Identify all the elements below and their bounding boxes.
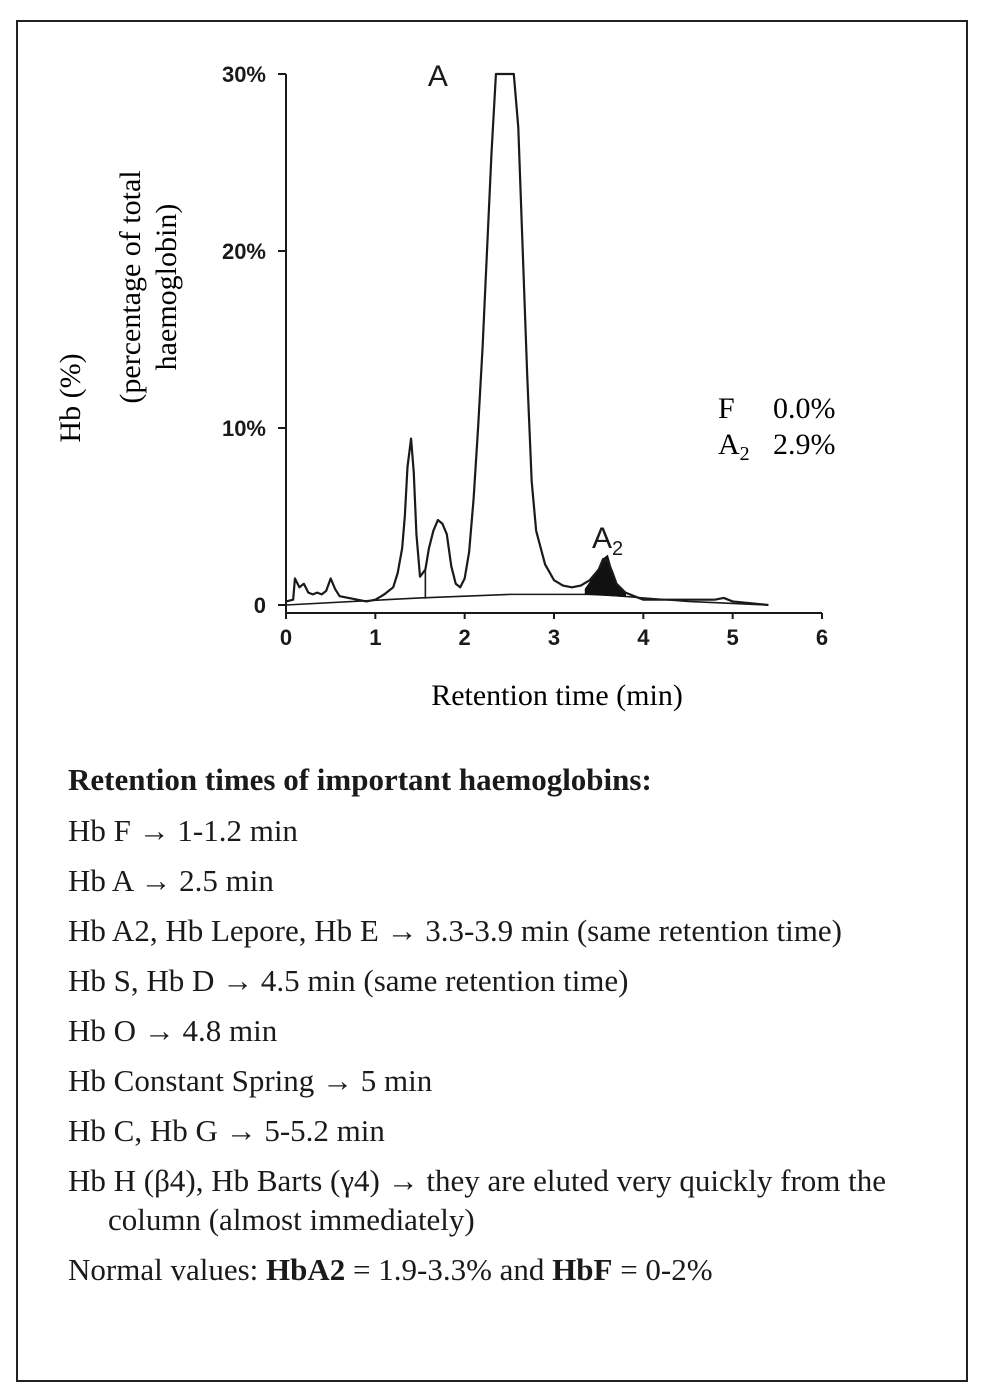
normal-values: Normal values: HbA2 = 1.9-3.3% and HbF =… (68, 1250, 948, 1289)
result-a2-name: A2 (718, 428, 750, 465)
y-tick-label: 0 (254, 593, 266, 618)
a2-filled-peak (584, 554, 626, 598)
y-axis-label: Hb (%) (54, 353, 87, 442)
note-item-hba: Hb A → 2.5 min (68, 863, 274, 898)
x-tick-label: 5 (727, 625, 739, 650)
note-item-hbf: Hb F → 1-1.2 min (68, 813, 298, 848)
chromatogram-chart: 0 1 2 3 4 5 6 0 10% 20% 30% A A2 Hb (%) (percentage… (18, 22, 966, 746)
note-item-hbh: Hb H (β4), Hb Barts (γ4) → they are elut… (68, 1163, 887, 1237)
x-tick-label: 2 (459, 625, 471, 650)
y-axis-sublabel-1: (percentage of total (114, 170, 147, 403)
peak-label-a: A (428, 60, 448, 93)
note-item-constant-spring: Hb Constant Spring → 5 min (68, 1063, 433, 1098)
figure-frame (16, 20, 968, 1382)
result-f-value: 0.0% (773, 392, 836, 425)
note-item-hba2: Hb A2, Hb Lepore, Hb E → 3.3-3.9 min (sa… (68, 913, 842, 948)
hbf-label: HbF (552, 1252, 613, 1287)
baseline-line (285, 593, 769, 606)
y-tick-label: 20% (222, 239, 266, 264)
note-item-hbo: Hb O → 4.8 min (68, 1013, 278, 1048)
hba2-label: HbA2 (266, 1252, 346, 1287)
x-tick-label: 1 (369, 625, 381, 650)
retention-notes: Retention times of important haemoglobin… (68, 760, 948, 1289)
note-item-hbc: Hb C, Hb G → 5-5.2 min (68, 1113, 385, 1148)
hba2-value: = 1.9-3.3% and (345, 1252, 553, 1287)
y-axis-sublabel-2: haemoglobin) (150, 204, 183, 371)
x-axis-label: Retention time (min) (431, 679, 683, 712)
notes-heading: Retention times of important haemoglobin… (68, 762, 652, 797)
normal-prefix: Normal values: (68, 1252, 267, 1287)
y-tick-label: 10% (222, 416, 266, 441)
result-a2-value: 2.9% (773, 428, 836, 461)
y-tick-label: 30% (222, 62, 266, 87)
x-tick-label: 3 (548, 625, 560, 650)
chromatogram-trace (285, 72, 769, 607)
x-tick-label: 4 (637, 625, 650, 650)
x-tick-label: 0 (280, 625, 292, 650)
results-block: F 0.0% A2 2.9% (718, 392, 836, 465)
hbf-value: = 0-2% (612, 1252, 713, 1287)
note-item-hbs: Hb S, Hb D → 4.5 min (same retention tim… (68, 963, 629, 998)
x-tick-label: 6 (816, 625, 828, 650)
result-f-name: F (718, 392, 735, 425)
chromatogram-svg: 0 1 2 3 4 5 6 0 10% 20% 30% A A2 Hb (%) (percentage… (54, 60, 836, 712)
peak-label-a2: A2 (592, 522, 623, 560)
